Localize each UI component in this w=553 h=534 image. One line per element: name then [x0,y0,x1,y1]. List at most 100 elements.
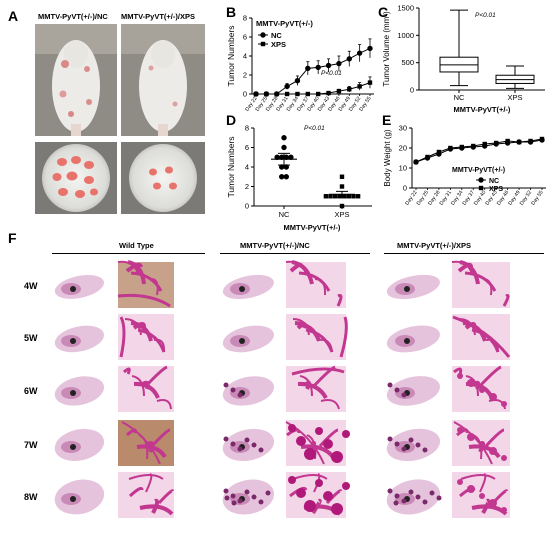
whole-mount-image [118,472,174,518]
panel-label-a: A [8,8,18,24]
whole-mount-image [286,366,346,412]
data-point-xps [425,155,429,159]
x-tick-label: XPS [507,93,522,102]
y-axis-label: Tumor Numbers [226,136,236,197]
tumor-focus [231,388,236,393]
data-point-xps [275,92,279,96]
panel-label-f: F [8,230,17,246]
legend-marker [479,178,484,183]
whole-mount-image [382,262,444,308]
data-point-xps [326,91,330,95]
lesion [331,503,343,515]
data-point-xps [295,92,299,96]
data-point-nc [337,61,342,66]
y-axis-label: Body Weight (g) [383,129,392,187]
y-tick-label: 2 [245,182,249,191]
data-point-nc [316,65,321,70]
chart-title: MMTV-PyVT(+/-) [452,167,505,174]
annotation: P<0.01 [475,12,496,19]
row-label-8w: 8W [24,492,38,502]
whole-mount-image [452,472,510,518]
whole-mount-image [286,262,346,308]
x-axis-label: MMTV-PyVT(+/-) [454,105,511,114]
annotation: P<0.01 [304,125,325,132]
lymph-node [70,390,76,396]
tumor-focus [259,500,264,505]
panel-a-left-title: MMTV-PyVT(+/-)/NC [38,12,108,21]
y-tick-label: 20 [399,144,407,153]
tumor-focus [394,501,399,506]
tumor-focus [266,491,271,496]
whole-mount-image [50,420,108,466]
panel-f-header-wild-type: Wild Type [119,241,154,250]
lesion [296,488,306,498]
lymph-node [70,496,76,502]
series-line-nc [256,48,370,94]
data-point-nc [279,174,284,179]
data-point-nc [295,78,300,83]
data-point-xps [356,194,360,198]
data-point-xps [471,144,475,148]
lymph-node [70,286,76,292]
annotation: P<0.01 [321,70,342,77]
lesion [501,507,507,513]
data-point-nc [368,46,373,51]
lesion [479,387,485,393]
lymph-node [70,338,76,344]
data-point-xps [528,139,532,143]
lesion [323,439,333,449]
y-tick-label: 10 [399,164,407,173]
legend-marker [261,42,265,46]
lesion [489,447,497,455]
x-tick-label: NC [454,93,465,102]
y-axis-label: Tumor Volume (mm³) [382,11,391,87]
whole-mount-image [452,420,510,466]
tumor-focus [395,442,400,447]
legend-label: NC [489,178,499,185]
data-point-xps [414,160,418,164]
whole-mount-image [452,262,510,308]
legend-marker [261,33,266,38]
tumor-focus [231,494,236,499]
whole-mount-image [452,314,510,360]
legend-label: XPS [271,40,286,49]
lesion [467,485,475,493]
data-point-xps [324,194,328,198]
lesion [479,441,485,447]
lesion [501,455,507,461]
y-tick-label: 1000 [397,31,414,40]
x-tick-label: XPS [334,210,349,219]
tumor-focus [416,443,421,448]
y-tick-label: 8 [243,14,247,23]
row-label-5w: 5W [24,333,38,343]
data-point-xps [494,141,498,145]
whole-mount-image [50,314,108,360]
tumor-focus [402,393,407,398]
panel-a-mouse-photos [35,24,221,216]
tumor-focus [395,388,400,393]
lesion [304,448,316,460]
lesion [457,479,463,485]
panel-f-header-nc: MMTV-PyVT(+/-)/NC [240,241,310,250]
tumor-focus [402,447,407,452]
chart-d: 0 2 4 6 8 NC XPS MMTV-PyVT(+/-) Tumor Numbers P<0… [222,118,382,238]
tumor-focus [416,495,421,500]
whole-mount-image [286,420,350,466]
row-label-7w: 7W [24,440,38,450]
lymph-node [404,338,410,344]
lesion [315,479,323,487]
whole-mount-image [286,314,346,360]
whole-mount-image [218,472,278,519]
data-point-xps [285,92,289,96]
whole-mount-image [50,366,108,412]
tumor-focus [409,438,414,443]
tumor-focus [245,438,250,443]
lesion [323,491,333,501]
whole-mount-image [118,314,174,360]
legend-label: NC [271,31,282,40]
x-tick-label: Day 55 [530,190,544,207]
whole-mount-image [218,366,278,412]
lymph-node [239,338,245,344]
y-tick-label: 500 [401,58,414,67]
tumor-focus [238,393,243,398]
